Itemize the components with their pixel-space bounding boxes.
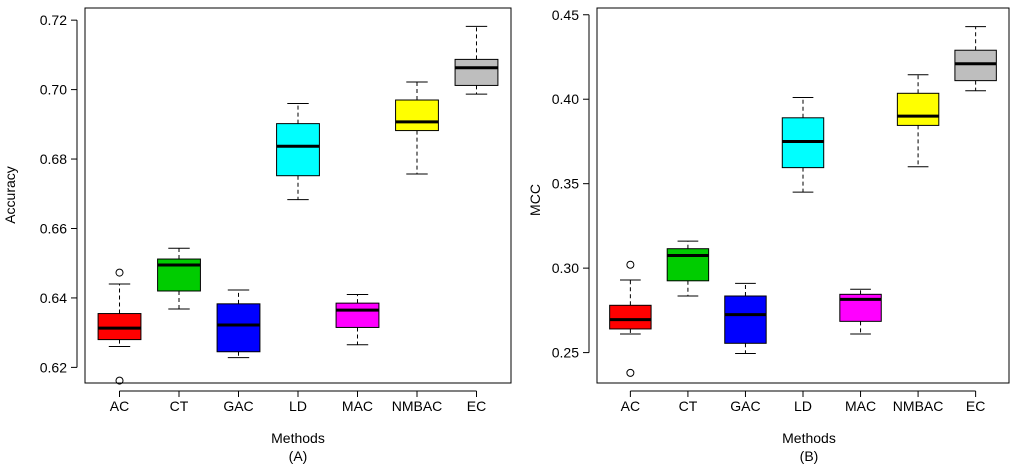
y-tick-label: 0.72 bbox=[40, 12, 67, 28]
iqr-box bbox=[276, 123, 320, 177]
y-axis-title: MCC bbox=[527, 184, 543, 216]
x-tick-label: MAC bbox=[845, 398, 876, 414]
boxplot-ec bbox=[954, 26, 997, 92]
panel-label: (A) bbox=[289, 448, 308, 464]
boxplots bbox=[97, 25, 499, 385]
y-axis-title: Accuracy bbox=[2, 166, 18, 224]
y-tick-label: 0.35 bbox=[552, 176, 579, 192]
x-tick-label: AC bbox=[621, 398, 640, 414]
iqr-box bbox=[216, 303, 261, 353]
boxplot-ct bbox=[666, 240, 710, 297]
outlier-point bbox=[626, 260, 635, 269]
iqr-box bbox=[954, 49, 997, 82]
x-tick-label: LD bbox=[794, 398, 812, 414]
boxplot-ld bbox=[781, 97, 825, 193]
boxplot-gac bbox=[724, 282, 767, 354]
boxplot-ld bbox=[276, 102, 320, 201]
outlier-point bbox=[115, 268, 124, 277]
x-tick-label: AC bbox=[110, 398, 129, 414]
boxplot-ec bbox=[454, 25, 499, 95]
boxplot-mac bbox=[335, 293, 380, 346]
x-tick-label: EC bbox=[966, 398, 985, 414]
boxplot-gac bbox=[216, 289, 261, 359]
x-axis-title: Methods bbox=[782, 430, 836, 446]
outlier-point bbox=[115, 376, 124, 385]
boxplot-nmbac bbox=[896, 74, 940, 168]
boxplot-ac bbox=[97, 268, 142, 385]
y-tick-label: 0.45 bbox=[552, 7, 579, 23]
y-axis: 0.62 0.64 0.66 0.68 0.70 0.72 bbox=[40, 12, 78, 375]
outlier-point bbox=[626, 368, 635, 377]
x-tick-label: LD bbox=[289, 398, 307, 414]
x-tick-label: CT bbox=[679, 398, 698, 414]
x-axis: AC CT GAC LD MAC NMBAC EC bbox=[110, 390, 486, 414]
x-axis: AC CT GAC LD MAC NMBAC EC bbox=[621, 390, 985, 414]
iqr-box bbox=[724, 295, 767, 344]
y-tick-label: 0.70 bbox=[40, 82, 67, 98]
iqr-box bbox=[609, 304, 652, 330]
y-tick-label: 0.40 bbox=[552, 91, 579, 107]
x-tick-label: NMBAC bbox=[392, 398, 443, 414]
x-tick-label: GAC bbox=[223, 398, 253, 414]
iqr-box bbox=[97, 313, 142, 341]
iqr-box bbox=[335, 302, 380, 328]
panel-b-mcc: 0.25 0.30 0.35 0.40 0.45 AC CT GAC LD MAC NMBAC EC… bbox=[527, 7, 1010, 464]
x-tick-label: GAC bbox=[730, 398, 760, 414]
panel-label: (B) bbox=[800, 448, 819, 464]
y-tick-label: 0.64 bbox=[40, 290, 67, 306]
boxplot-ct bbox=[157, 247, 201, 310]
x-tick-label: NMBAC bbox=[893, 398, 944, 414]
x-tick-label: EC bbox=[467, 398, 486, 414]
boxplot-nmbac bbox=[395, 81, 439, 175]
x-tick-label: CT bbox=[170, 398, 189, 414]
iqr-box bbox=[666, 248, 710, 282]
y-axis: 0.25 0.30 0.35 0.40 0.45 bbox=[552, 7, 590, 361]
panel-a-accuracy: 0.62 0.64 0.66 0.68 0.70 0.72 AC CT GAC LD MAC NMB… bbox=[2, 7, 512, 464]
y-tick-label: 0.62 bbox=[40, 359, 67, 375]
y-tick-label: 0.68 bbox=[40, 151, 67, 167]
boxplots bbox=[609, 26, 997, 377]
x-axis-title: Methods bbox=[271, 430, 325, 446]
y-tick-label: 0.30 bbox=[552, 260, 579, 276]
iqr-box bbox=[395, 99, 439, 132]
y-tick-label: 0.25 bbox=[552, 345, 579, 361]
boxplot-ac bbox=[609, 260, 652, 377]
y-tick-label: 0.66 bbox=[40, 220, 67, 236]
x-tick-label: MAC bbox=[342, 398, 373, 414]
plot-frame bbox=[84, 7, 512, 384]
boxplot-mac bbox=[839, 288, 882, 335]
iqr-box bbox=[896, 92, 940, 126]
iqr-box bbox=[454, 58, 499, 86]
plot-frame bbox=[596, 7, 1010, 384]
